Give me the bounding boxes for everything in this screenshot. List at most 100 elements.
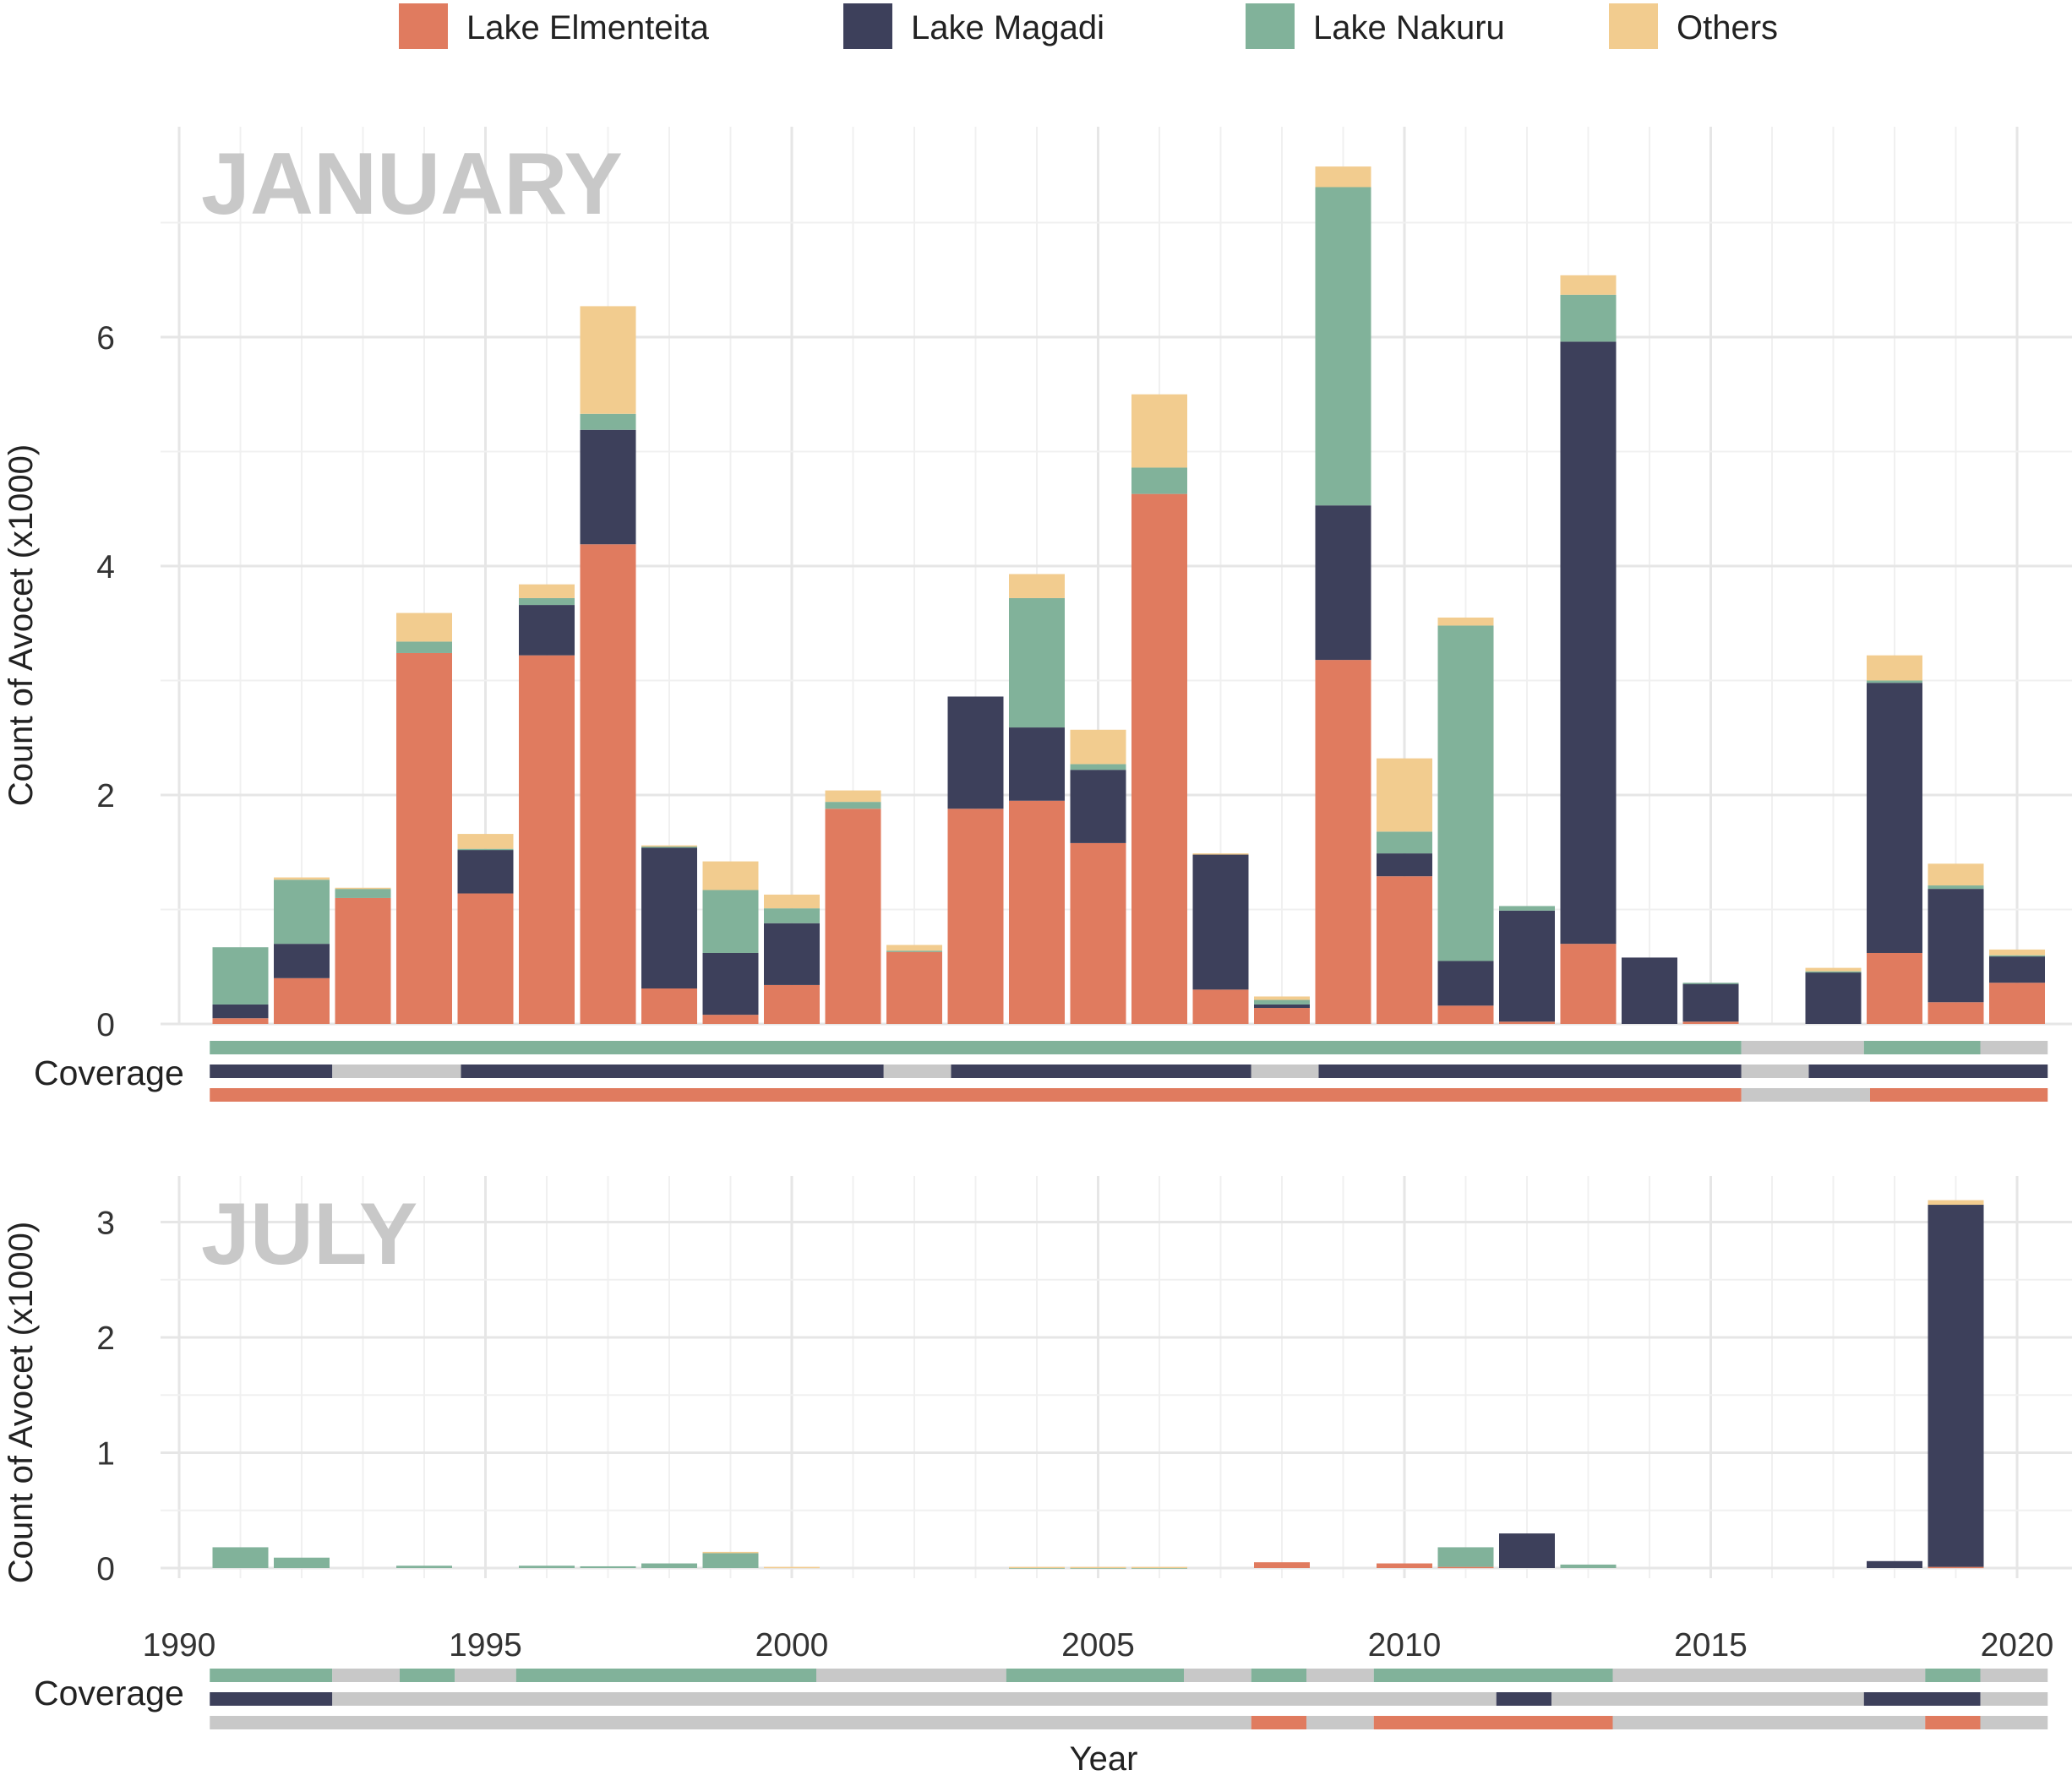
- january-bar-1995-lake-nakuru: [457, 848, 514, 851]
- july-bar-1994: [396, 1565, 452, 1568]
- january-coverage-lake-elmenteita: [210, 1088, 2048, 1102]
- legend-swatch-lake-elmenteita: [399, 3, 448, 49]
- july-bar-2011: [1437, 1547, 1494, 1569]
- january-bar-1998-others: [641, 845, 697, 847]
- january-coverage-lake-magadi-segment-7: [1741, 1065, 1809, 1078]
- july-coverage-lake-magadi-segment-1: [332, 1692, 1497, 1706]
- july-y-tick-2: 2: [96, 1320, 115, 1357]
- january-bar-2000-others: [764, 894, 820, 909]
- january-bar-2004: [1009, 574, 1065, 1024]
- july-bar-1996-lake-nakuru: [519, 1565, 575, 1568]
- july-coverage-lake-magadi-segment-3: [1551, 1692, 1864, 1706]
- july-coverage-lake-nakuru-segment-12: [1925, 1669, 1981, 1682]
- july-coverage-lake-elmenteita-segment-5: [1925, 1716, 1981, 1729]
- january-bar-2009-lake-nakuru: [1315, 187, 1371, 506]
- january-coverage-lake-magadi-segment-6: [1318, 1065, 1742, 1078]
- x-tick-2000: 2000: [755, 1627, 829, 1663]
- january-bar-2019-lake-elmenteita: [1928, 1002, 1984, 1024]
- july-coverage: [210, 1669, 2048, 1729]
- july-bar-2008: [1254, 1562, 1310, 1568]
- july-coverage-lake-magadi: [210, 1692, 2048, 1706]
- july-title: JULY: [201, 1185, 417, 1283]
- x-axis-ticks: 1990 1995 2000 2005 2010 2015 2020: [143, 1627, 2054, 1663]
- january-bar-2000-lake-magadi: [764, 923, 820, 985]
- january-coverage-lake-magadi-segment-2: [461, 1065, 884, 1078]
- january-bar-2004-lake-nakuru: [1009, 597, 1065, 728]
- july-bar-1999-lake-nakuru: [702, 1553, 759, 1568]
- july-bar-1991: [212, 1547, 269, 1568]
- january-bar-2007: [1192, 853, 1249, 1024]
- july-bar-2012: [1499, 1533, 1555, 1568]
- july-coverage-lake-nakuru-segment-11: [1612, 1669, 1926, 1682]
- january-bar-1992-lake-nakuru: [274, 879, 330, 945]
- july-coverage-lake-elmenteita-segment-6: [1980, 1716, 2048, 1729]
- july-coverage-lake-nakuru-segment-5: [816, 1669, 1006, 1682]
- january-bar-2001-others: [825, 790, 881, 803]
- july-coverage-lake-magadi-segment-2: [1496, 1692, 1551, 1706]
- july-coverage-lake-elmenteita-segment-0: [210, 1716, 1251, 1729]
- january-bar-2008-lake-elmenteita: [1254, 1008, 1310, 1024]
- legend-label-lake-nakuru: Lake Nakuru: [1313, 9, 1505, 46]
- january-bar-2015-lake-elmenteita: [1682, 1021, 1739, 1024]
- january-bar-1997-lake-magadi: [580, 429, 636, 545]
- january-bar-2020-lake-nakuru: [1989, 955, 2045, 957]
- january-bar-2010-lake-magadi: [1377, 853, 1432, 877]
- january-bar-2002: [886, 945, 942, 1024]
- july-y-axis-title: Count of Avocet (x1000): [3, 1222, 40, 1583]
- july-coverage-label: Coverage: [34, 1674, 184, 1712]
- january-bar-2004-others: [1009, 574, 1065, 598]
- january-bar-2005-lake-nakuru: [1070, 764, 1126, 770]
- january-bar-2018-lake-nakuru: [1867, 680, 1922, 683]
- legend: Lake Elmenteita Lake Magadi Lake Nakuru Oth…: [399, 3, 1778, 49]
- january-bar-2006-lake-nakuru: [1131, 467, 1187, 494]
- january-bar-1993-lake-elmenteita: [335, 897, 391, 1024]
- january-bar-2015: [1682, 983, 1739, 1024]
- july-bar-2011-lake-nakuru: [1437, 1547, 1494, 1567]
- legend-swatch-lake-magadi: [843, 3, 892, 49]
- july-bars: [212, 1200, 1984, 1569]
- january-coverage: [210, 1041, 2048, 1102]
- july-bar-2005: [1070, 1566, 1126, 1569]
- january-bar-2008-lake-magadi: [1254, 1004, 1310, 1009]
- january-bar-1992-lake-magadi: [274, 944, 330, 978]
- january-bar-2012-lake-elmenteita: [1499, 1021, 1555, 1024]
- january-y-axis-title: Count of Avocet (x1000): [3, 444, 40, 806]
- january-bar-2012-lake-magadi: [1499, 910, 1555, 1022]
- july-bar-2019: [1928, 1200, 1984, 1569]
- january-bar-2005-lake-elmenteita: [1070, 842, 1126, 1024]
- january-bar-2013-lake-nakuru: [1560, 294, 1617, 342]
- july-coverage-lake-nakuru-segment-10: [1373, 1669, 1613, 1682]
- january-coverage-lake-magadi-segment-4: [951, 1065, 1251, 1078]
- january-bar-2013-lake-elmenteita: [1560, 944, 1617, 1024]
- july-bar-2000-others: [764, 1566, 820, 1569]
- january-bar-2020-others: [1989, 949, 2045, 956]
- january-bar-1998-lake-nakuru: [641, 846, 697, 848]
- x-tick-1990: 1990: [143, 1627, 216, 1663]
- july-bar-1992-lake-nakuru: [274, 1557, 330, 1568]
- january-bar-2010-lake-nakuru: [1377, 831, 1432, 854]
- january-bar-1991-lake-nakuru: [212, 947, 269, 1005]
- july-bar-2019-others: [1928, 1200, 1984, 1206]
- january-bar-1992-lake-elmenteita: [274, 977, 330, 1024]
- x-tick-2020: 2020: [1981, 1627, 2054, 1663]
- july-coverage-lake-nakuru-segment-7: [1184, 1669, 1251, 1682]
- january-coverage-lake-magadi-segment-0: [210, 1065, 333, 1078]
- january-bar-1997: [580, 306, 636, 1024]
- july-coverage-lake-nakuru-segment-0: [210, 1669, 333, 1682]
- january-bar-1995-lake-magadi: [457, 850, 514, 894]
- july-y-tick-3: 3: [96, 1206, 115, 1242]
- january-bar-2020: [1989, 949, 2045, 1024]
- january-bar-1994-lake-elmenteita: [396, 652, 452, 1024]
- january-bar-2004-lake-elmenteita: [1009, 800, 1065, 1024]
- january-bar-1994-others: [396, 613, 452, 642]
- january-bar-2008-others: [1254, 996, 1310, 1000]
- january-bar-2005: [1070, 729, 1126, 1024]
- january-bar-2003-lake-elmenteita: [947, 809, 1004, 1024]
- july-coverage-lake-elmenteita-segment-4: [1612, 1716, 1926, 1729]
- july-coverage-lake-nakuru-segment-9: [1306, 1669, 1374, 1682]
- january-bar-2004-lake-magadi: [1009, 727, 1065, 801]
- july-bar-1991-lake-nakuru: [212, 1547, 269, 1568]
- july-bar-2018-lake-magadi: [1867, 1560, 1922, 1568]
- legend-item-lake-elmenteita: Lake Elmenteita: [399, 3, 710, 49]
- january-bar-1994-lake-nakuru: [396, 641, 452, 653]
